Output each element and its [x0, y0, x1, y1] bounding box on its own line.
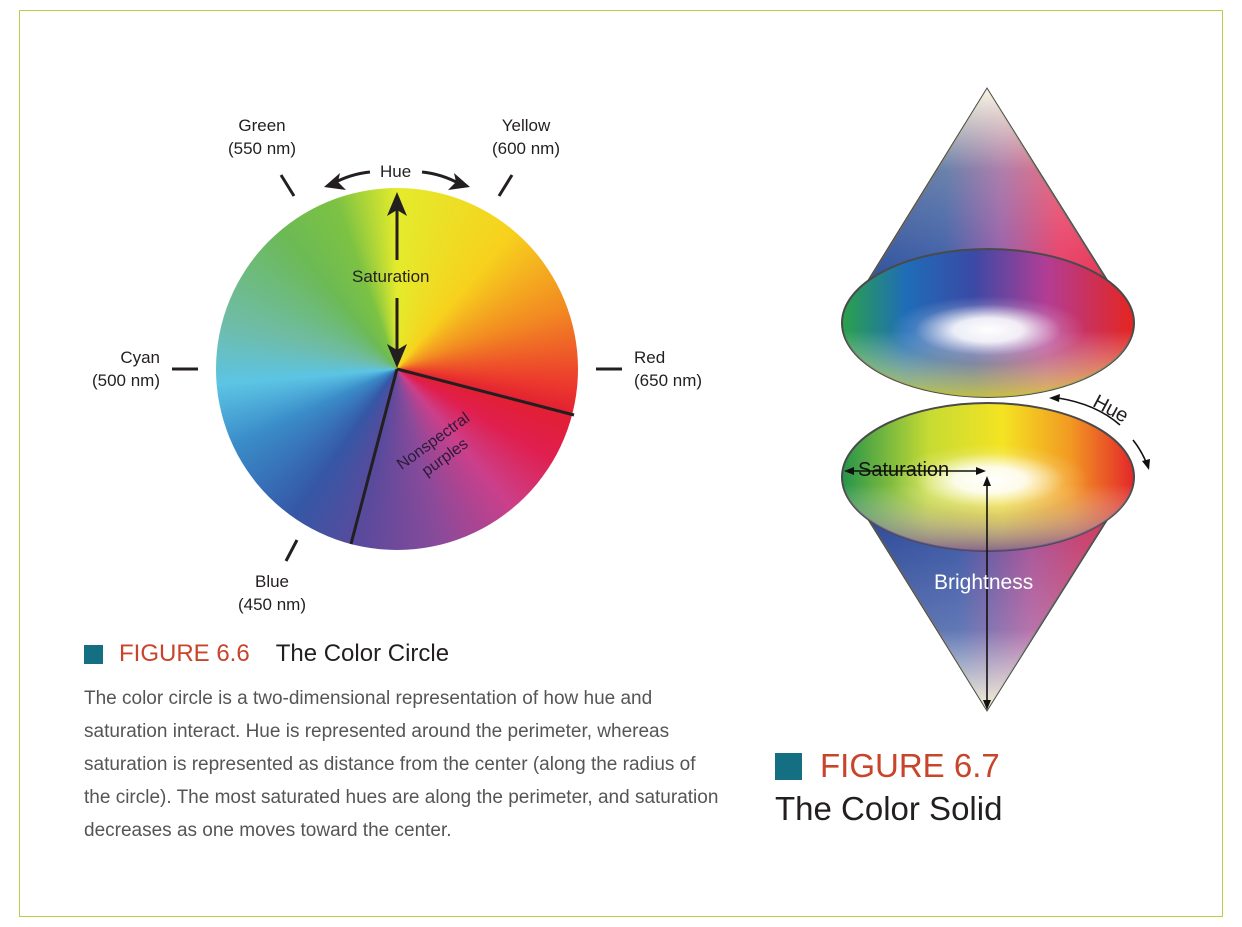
color-circle-figure: Green (550 nm) Yellow (600 nm) Cyan (500…	[70, 100, 730, 630]
figure-6-6-body: The color circle is a two-dimensional re…	[84, 688, 719, 841]
figure-marker-square	[775, 752, 802, 780]
hue-solid-arrowhead-right	[1142, 459, 1150, 470]
label-yellow: Yellow (600 nm)	[491, 116, 561, 158]
saturation-arrowhead-up	[387, 192, 407, 216]
nonspectral-boundary-red	[396, 367, 575, 417]
figure-6-6-number: FIGURE 6.6	[119, 640, 250, 667]
figure-marker-square	[84, 644, 103, 664]
hue-solid-arrow-lower	[1132, 439, 1147, 463]
saturation-solid-arrowhead-right	[976, 467, 986, 475]
label-saturation: Saturation	[352, 267, 430, 286]
bottom-disc-core	[890, 444, 1090, 516]
figure-6-6-caption: FIGURE 6.6 The Color Circle The color ci…	[84, 636, 724, 847]
tick-blue	[284, 539, 299, 562]
hue-arrowhead-left	[324, 173, 346, 190]
figure-6-6-title: The Color Circle	[275, 640, 450, 667]
saturation-solid-arrowhead-left	[844, 467, 854, 475]
color-solid-figure: Hue Saturation Brightness	[830, 80, 1170, 720]
figure-6-7-title: The Color Solid	[775, 790, 1003, 827]
figure-6-7-caption: FIGURE 6.7 The Color Solid	[775, 747, 1175, 828]
tick-yellow	[497, 174, 514, 197]
label-blue: Blue (450 nm)	[237, 572, 307, 614]
label-green: Green (550 nm)	[227, 116, 297, 158]
figure-6-7-heading: FIGURE 6.7	[775, 747, 1175, 784]
label-cyan: Cyan (500 nm)	[91, 348, 160, 390]
solid-label-saturation: Saturation	[858, 459, 950, 481]
nonspectral-boundary-blue	[349, 368, 399, 545]
hue-solid-arrowhead-left	[1049, 394, 1060, 402]
top-disc-core	[890, 296, 1086, 364]
color-solid-drawing	[841, 87, 1150, 712]
brightness-arrowhead-up	[983, 476, 991, 486]
figure-6-7-number: FIGURE 6.7	[820, 747, 1000, 784]
saturation-arrowhead-down	[387, 344, 407, 368]
brightness-arrowhead-down	[983, 700, 991, 710]
hue-solid-arrow-upper	[1057, 397, 1121, 426]
figure-6-6-heading: FIGURE 6.6 The Color Circle	[84, 636, 724, 672]
page-frame	[19, 10, 1223, 917]
tick-green	[279, 174, 296, 197]
label-red: Red (650 nm)	[634, 348, 703, 390]
label-hue: Hue	[380, 162, 412, 181]
solid-label-brightness: Brightness	[934, 571, 1034, 594]
hue-arrowhead-right	[448, 173, 470, 190]
color-circle-overlay	[172, 170, 622, 562]
